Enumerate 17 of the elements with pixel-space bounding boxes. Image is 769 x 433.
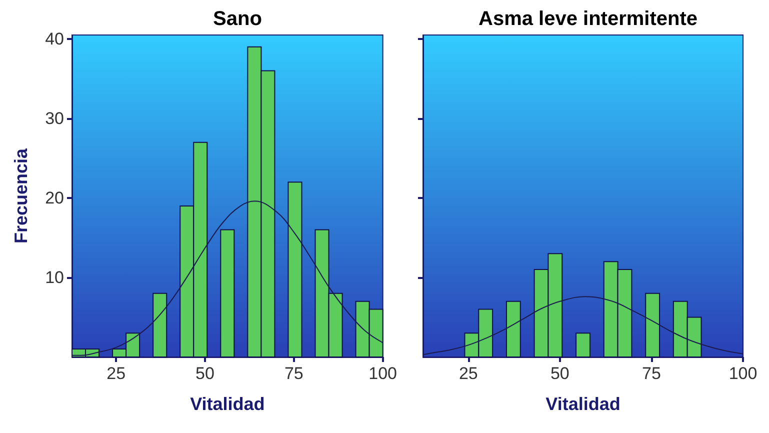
x-tick-label: 50	[550, 364, 570, 383]
y-axis-title: Frecuencia	[11, 147, 31, 244]
x-tick-label: 100	[728, 364, 758, 383]
x-axis-title: Vitalidad	[190, 394, 265, 414]
y-tick-label: 20	[45, 188, 64, 208]
x-tick-label: 50	[196, 364, 214, 383]
x-tick-label: 75	[642, 364, 661, 383]
chart-title: Sano	[213, 8, 262, 30]
chart-title: Asma leve intermitente	[478, 8, 698, 30]
x-tick-label: 25	[106, 364, 126, 383]
y-tick-label: 40	[45, 29, 64, 48]
x-tick-label: 25	[458, 364, 478, 383]
x-tick-label: 100	[368, 364, 398, 383]
x-tick-label: 75	[284, 364, 304, 383]
y-tick-label: 10	[45, 268, 64, 287]
x-axis-title: Vitalidad	[546, 394, 620, 414]
y-tick-label: 30	[45, 108, 64, 128]
